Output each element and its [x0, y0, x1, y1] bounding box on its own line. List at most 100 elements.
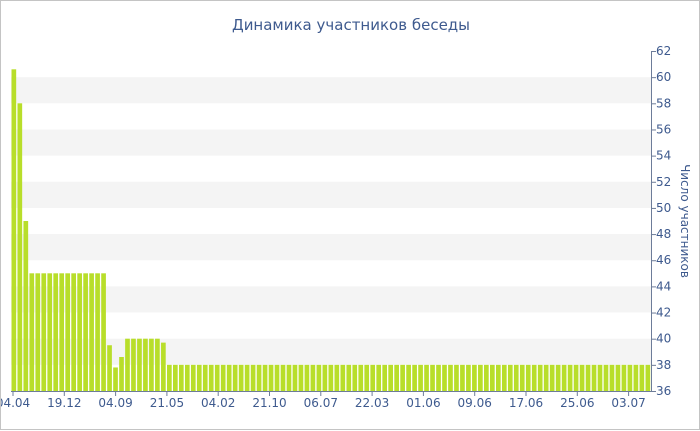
y-tick-label: 38 [656, 358, 671, 372]
bar [579, 364, 585, 391]
bar [555, 364, 561, 391]
bar [190, 364, 196, 391]
y-ticks-group: 36 38 40 42 44 46 48 50 52 54 56 58 60 62 [651, 44, 671, 398]
bar [376, 364, 382, 391]
bar [238, 364, 244, 391]
y-tick-label: 60 [656, 70, 671, 84]
bar [645, 364, 651, 391]
bar [627, 364, 633, 391]
bar [567, 364, 573, 391]
bar [430, 364, 435, 391]
bar [244, 364, 250, 391]
bar [286, 364, 292, 391]
bar [226, 364, 232, 391]
bar [639, 364, 645, 391]
y-axis-label: Число участников [678, 164, 692, 278]
x-tick-label: 01.06 [406, 396, 440, 410]
bar [346, 364, 352, 391]
bar [382, 364, 388, 391]
bar [131, 338, 136, 391]
bar [454, 364, 459, 391]
bar [543, 364, 549, 391]
bar [53, 273, 59, 391]
bar [250, 364, 256, 391]
bar [472, 364, 477, 391]
bar [406, 364, 411, 391]
x-ticks-group: 04.04 19.12 04.09 21.05 04.02 21.10 06.07 22.03… [1, 391, 646, 410]
bar [519, 364, 525, 391]
bar [316, 364, 322, 391]
bar [119, 357, 124, 391]
bar [436, 364, 441, 391]
bar [490, 364, 495, 391]
x-tick-label: 04.09 [98, 396, 132, 410]
bar [495, 364, 501, 391]
grid-band [11, 77, 651, 104]
bar [412, 364, 417, 391]
bar [280, 364, 286, 391]
bar [11, 69, 17, 392]
bar [615, 364, 621, 391]
bar [47, 273, 53, 391]
bar [573, 364, 579, 391]
bar [17, 103, 23, 392]
bar [466, 364, 471, 391]
bar [220, 364, 226, 391]
bar [388, 364, 394, 391]
x-tick-label: 19.12 [47, 396, 81, 410]
bar [448, 364, 453, 391]
bar [256, 364, 262, 391]
bar [101, 273, 106, 391]
bar [591, 364, 597, 391]
bar [208, 364, 214, 391]
bar [95, 273, 100, 391]
bar [155, 338, 160, 391]
bar [394, 364, 399, 391]
y-tick-label: 36 [656, 384, 671, 398]
bar [214, 364, 220, 391]
x-tick-label: 04.04 [1, 396, 30, 410]
bar [334, 364, 340, 391]
bar [29, 273, 35, 391]
bar [352, 364, 358, 391]
bar [59, 273, 65, 391]
bar [561, 364, 567, 391]
y-tick-label: 44 [656, 279, 671, 293]
bar [149, 338, 154, 391]
bar [41, 273, 47, 391]
bar [358, 364, 364, 391]
x-tick-label: 25.06 [560, 396, 594, 410]
bar [478, 364, 483, 391]
x-tick-label: 09.06 [458, 396, 492, 410]
bar [292, 364, 298, 391]
bar [89, 273, 94, 391]
bar [304, 364, 310, 391]
grid-band [11, 129, 651, 156]
y-tick-label: 40 [656, 332, 671, 346]
bar [585, 364, 591, 391]
x-tick-label: 21.10 [252, 396, 286, 410]
grid-bands [11, 77, 651, 365]
bar [184, 364, 190, 391]
bar [418, 364, 423, 391]
bar [77, 273, 82, 391]
chart-title: Динамика участников беседы [232, 16, 470, 34]
bar [460, 364, 465, 391]
bar [525, 364, 531, 391]
bar [35, 273, 41, 391]
bar [161, 342, 166, 391]
bar [143, 338, 148, 391]
bar [442, 364, 447, 391]
y-tick-label: 48 [656, 227, 671, 241]
bar [340, 364, 346, 391]
bar [268, 364, 274, 391]
bar [310, 364, 316, 391]
x-tick-label: 17.06 [509, 396, 543, 410]
bar [424, 364, 429, 391]
y-tick-label: 42 [656, 306, 671, 320]
x-tick-label: 22.03 [355, 396, 389, 410]
bars-group [11, 69, 651, 392]
x-tick-label: 04.02 [201, 396, 235, 410]
bar [537, 364, 543, 391]
